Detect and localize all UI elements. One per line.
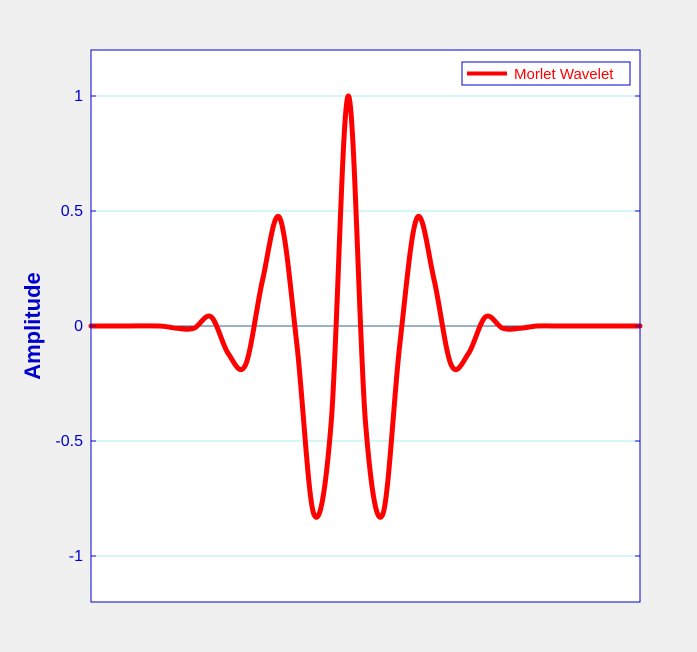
y-axis-ticks: -1 -0.5 0 0.5 1 (55, 88, 640, 565)
y-tick-label: 0.5 (61, 203, 83, 220)
legend: Morlet Wavelet (461, 61, 631, 86)
series-lines (88, 93, 643, 520)
legend-label: Morlet Wavelet (514, 66, 614, 83)
y-axis-label: Amplitude (20, 272, 45, 380)
series-line-morlet-wavelet (88, 93, 643, 520)
y-tick-label: -0.5 (55, 433, 83, 450)
legend-box (461, 61, 631, 86)
y-tick-label: 0 (74, 318, 83, 335)
y-tick-label: 1 (74, 88, 83, 105)
y-tick-label: -1 (69, 548, 83, 565)
